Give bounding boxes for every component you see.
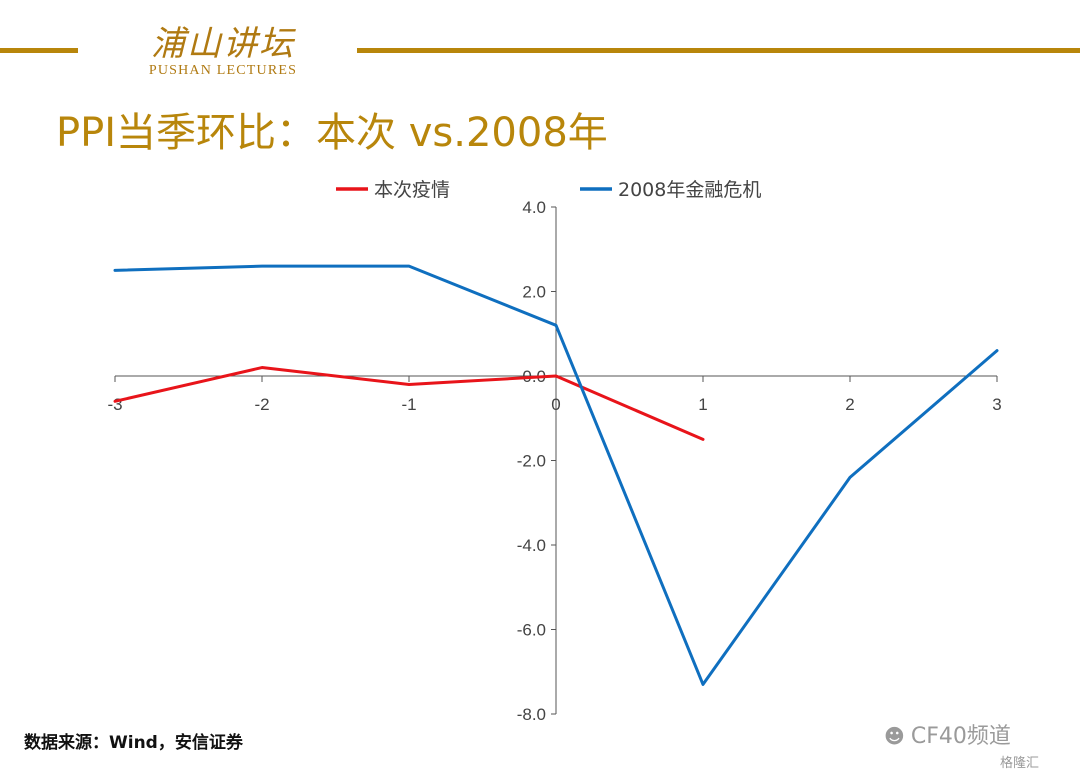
legend-label-1: 本次疫情 bbox=[374, 179, 450, 201]
x-tick-label: 1 bbox=[698, 395, 707, 414]
header-rule-left bbox=[0, 48, 78, 53]
x-tick-label: -3 bbox=[107, 395, 122, 414]
x-tick-label: 3 bbox=[992, 395, 1001, 414]
x-tick-label: -1 bbox=[401, 395, 416, 414]
logo-english: PUSHAN LECTURES bbox=[148, 63, 298, 78]
y-tick-label: 4.0 bbox=[522, 198, 546, 217]
page-title: PPI当季环比：本次 vs.2008年 bbox=[56, 110, 608, 156]
source-note: 数据来源：Wind，安信证券 bbox=[24, 733, 243, 753]
watermark: ☻ CF40频道 bbox=[884, 718, 1011, 750]
y-tick-label: -6.0 bbox=[517, 621, 546, 640]
header-rule-right bbox=[357, 48, 1080, 53]
x-tick-label: 2 bbox=[845, 395, 854, 414]
series-line-2 bbox=[113, 264, 999, 686]
logo-chinese: 浦山讲坛 bbox=[151, 24, 295, 64]
watermark-text: CF40频道 bbox=[910, 724, 1011, 749]
x-tick-label: 0 bbox=[551, 395, 560, 414]
wechat-icon: ☻ bbox=[884, 724, 905, 748]
y-tick-label: -4.0 bbox=[517, 536, 546, 555]
y-tick-label: -2.0 bbox=[517, 452, 546, 471]
corner-logo: 格隆汇 bbox=[1000, 756, 1040, 771]
y-tick-label: 2.0 bbox=[522, 283, 546, 302]
x-tick-label: -2 bbox=[254, 395, 269, 414]
legend-label-2: 2008年金融危机 bbox=[618, 179, 761, 201]
series-line-1 bbox=[113, 366, 705, 441]
y-tick-label: -8.0 bbox=[517, 705, 546, 724]
